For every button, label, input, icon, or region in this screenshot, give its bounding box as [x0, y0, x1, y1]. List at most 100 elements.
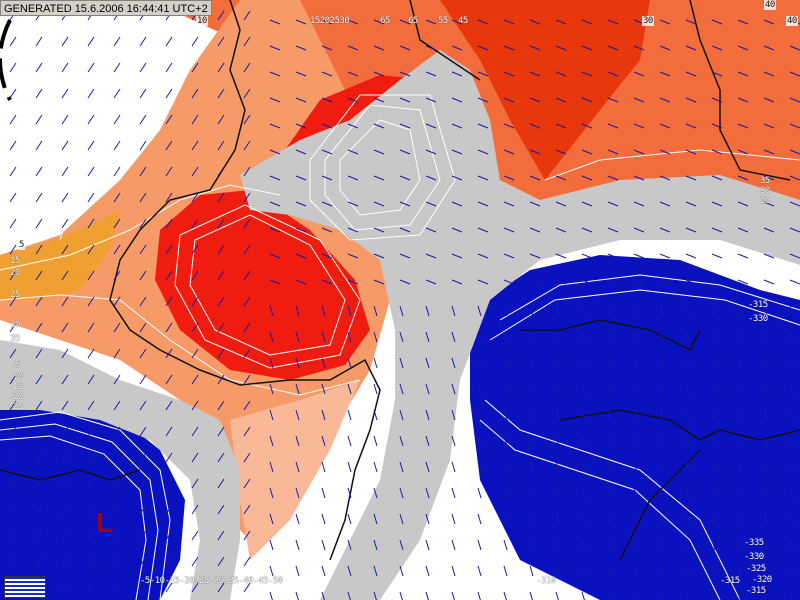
wind-arrow: [113, 348, 121, 359]
wind-arrow: [581, 201, 593, 207]
wind-arrow: [425, 591, 429, 600]
wind-arrow: [503, 539, 508, 551]
wind-arrow: [477, 513, 482, 525]
wind-arrow: [165, 192, 173, 203]
wind-arrow: [529, 123, 541, 129]
wind-arrow: [35, 166, 43, 177]
wind-arrow: [633, 357, 638, 369]
wind-arrow: [243, 62, 251, 73]
wind-arrow: [737, 539, 742, 551]
wind-arrow: [763, 591, 767, 600]
wind-arrow: [451, 565, 456, 577]
wind-arrow: [399, 383, 404, 395]
wind-arrow: [347, 279, 359, 285]
wind-arrow: [347, 253, 359, 259]
wind-arrow: [269, 409, 274, 421]
wind-arrow: [243, 400, 251, 411]
wind-arrow: [555, 123, 567, 129]
wind-arrow: [113, 88, 121, 99]
wind-arrow: [87, 504, 95, 515]
wind-arrow: [321, 487, 326, 499]
wind-arrow: [113, 192, 121, 203]
wind-arrow: [139, 478, 147, 489]
wind-arrow: [347, 539, 352, 551]
wind-arrow: [763, 513, 768, 525]
wind-arrow: [9, 348, 17, 359]
wind-arrow: [243, 348, 251, 359]
wind-arrow: [61, 530, 69, 541]
isoline-label: 55: [438, 16, 448, 26]
wind-arrow: [685, 331, 690, 343]
wind-arrow: [633, 175, 645, 181]
wind-arrow: [607, 279, 619, 285]
wind-arrow: [191, 62, 199, 73]
wind-arrow: [217, 62, 225, 73]
wind-arrow: [451, 97, 463, 103]
wind-arrow: [789, 383, 794, 395]
wind-arrow: [373, 175, 385, 181]
wind-arrow: [581, 71, 593, 77]
wind-arrow: [659, 435, 664, 447]
wind-arrow: [217, 36, 225, 47]
wind-arrow: [425, 19, 437, 25]
wind-arrow: [139, 140, 147, 151]
wind-arrow: [685, 357, 690, 369]
wind-arrow: [295, 331, 300, 343]
wind-arrow: [87, 296, 95, 307]
isoline-label: 40: [764, 0, 776, 10]
wind-arrow: [321, 71, 333, 77]
wind-arrow: [607, 357, 612, 369]
wind-arrow: [295, 565, 300, 577]
wind-arrow: [191, 452, 199, 463]
wind-arrow: [581, 175, 593, 181]
wind-arrow: [9, 270, 17, 281]
isoline-label: -315: [748, 300, 768, 310]
wind-arrow: [607, 305, 612, 317]
isoline-label: -5-10-15-20-25-30-35-40-45-50: [140, 576, 283, 586]
wind-arrow: [113, 296, 121, 307]
wind-arrow: [659, 539, 664, 551]
wind-arrow: [139, 582, 147, 593]
wind-arrow: [685, 149, 697, 155]
wind-arrow: [763, 539, 768, 551]
wind-arrow: [191, 296, 199, 307]
wind-arrow: [477, 201, 489, 207]
wind-arrow: [555, 435, 560, 447]
wind-arrow: [581, 227, 593, 233]
wind-arrow: [581, 149, 593, 155]
wind-arrow: [529, 175, 541, 181]
wind-arrow: [737, 565, 742, 577]
wind-arrow: [87, 114, 95, 125]
wind-arrow: [477, 487, 482, 499]
isoline-label: 30: [642, 16, 654, 26]
wind-arrow: [399, 123, 411, 129]
wind-arrow: [607, 227, 619, 233]
wind-arrow: [217, 322, 225, 333]
wind-arrow: [789, 71, 800, 77]
isoline-label: -335: [744, 538, 764, 548]
wind-arrow: [529, 227, 541, 233]
wind-arrow: [295, 227, 307, 233]
wind-arrow: [139, 192, 147, 203]
wind-arrow: [451, 253, 463, 259]
wind-arrow: [607, 253, 619, 259]
wind-arrow: [685, 201, 697, 207]
wind-arrow: [581, 123, 593, 129]
isoline-label: -330: [744, 552, 764, 562]
wind-arrow: [659, 71, 671, 77]
wind-arrow: [373, 71, 385, 77]
wind-arrow: [113, 478, 121, 489]
wind-arrow: [295, 435, 300, 447]
wind-arrow: [35, 140, 43, 151]
wind-arrow: [399, 201, 411, 207]
wind-arrow: [399, 539, 404, 551]
neutral-band-sw: [0, 340, 240, 600]
wind-arrow: [347, 591, 351, 600]
wind-arrow: [243, 582, 251, 593]
wind-arrow: [581, 383, 586, 395]
wind-arrow: [737, 305, 742, 317]
wind-arrow: [529, 539, 534, 551]
wind-arrow: [685, 71, 697, 77]
wind-arrow: [269, 331, 274, 343]
wind-arrow: [139, 88, 147, 99]
